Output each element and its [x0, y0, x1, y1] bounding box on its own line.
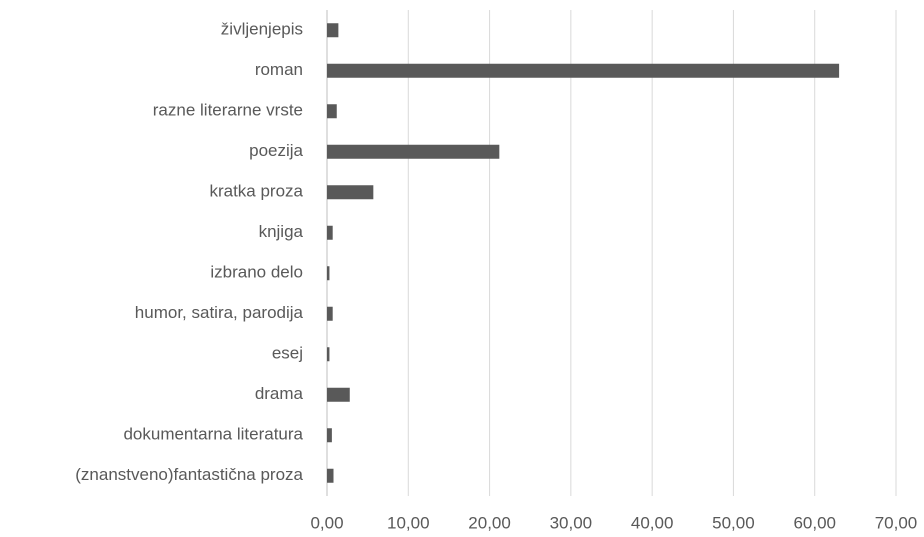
y-tick-label: (znanstveno)fantastična proza [75, 465, 303, 484]
x-tick-label: 30,00 [550, 513, 593, 532]
y-tick-label: razne literarne vrste [153, 101, 303, 120]
y-tick-label: knjiga [259, 222, 304, 241]
x-tick-label: 60,00 [793, 513, 836, 532]
y-tick-label: izbrano delo [210, 263, 303, 282]
y-tick-label: poezija [249, 141, 303, 160]
bar [327, 468, 334, 483]
bar [327, 428, 332, 443]
bar [327, 306, 333, 321]
x-tick-label: 70,00 [875, 513, 918, 532]
bar [327, 63, 840, 78]
x-tick-label: 20,00 [468, 513, 511, 532]
y-tick-label: drama [255, 384, 304, 403]
x-tick-label: 40,00 [631, 513, 674, 532]
y-tick-label: dokumentarna literatura [123, 425, 303, 444]
bar [327, 23, 339, 38]
x-tick-label: 0,00 [310, 513, 343, 532]
y-tick-label: humor, satira, parodija [135, 303, 304, 322]
bar [327, 387, 350, 402]
y-tick-label: kratka proza [209, 182, 303, 201]
y-tick-label: življenjepis [221, 20, 303, 39]
x-tick-label: 10,00 [387, 513, 430, 532]
bar [327, 266, 330, 281]
bar [327, 104, 337, 119]
x-tick-label: 50,00 [712, 513, 755, 532]
y-tick-label: roman [255, 60, 303, 79]
bar [327, 225, 333, 240]
bar [327, 347, 330, 362]
y-tick-label: esej [272, 344, 303, 363]
bar [327, 185, 374, 200]
bar [327, 144, 500, 159]
